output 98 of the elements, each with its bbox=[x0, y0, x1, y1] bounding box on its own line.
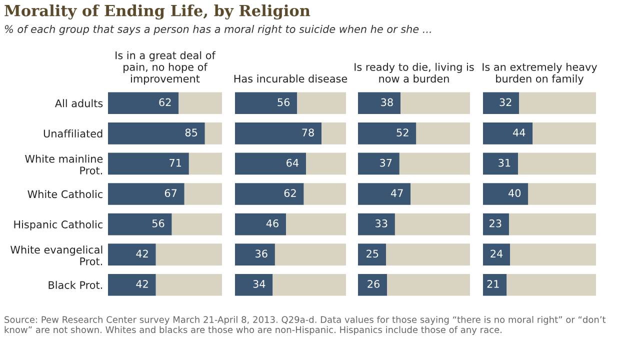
bar bbox=[306, 152, 346, 175]
bar bbox=[483, 213, 509, 236]
data-label: 42 bbox=[136, 250, 148, 258]
chart-title: Has incurable disease bbox=[234, 74, 348, 83]
data-label: 32 bbox=[500, 98, 512, 106]
bar bbox=[519, 92, 596, 114]
bar bbox=[416, 122, 470, 144]
bar bbox=[483, 183, 528, 205]
bar bbox=[304, 183, 346, 205]
bar bbox=[518, 152, 596, 175]
bar bbox=[156, 274, 222, 296]
bar bbox=[506, 274, 596, 296]
bar bbox=[528, 183, 596, 205]
data-label: 23 bbox=[490, 219, 502, 228]
bar bbox=[483, 92, 520, 114]
bar bbox=[188, 152, 222, 175]
bar bbox=[410, 183, 470, 205]
data-label: 26 bbox=[368, 280, 380, 288]
bar bbox=[358, 244, 386, 266]
data-label: 52 bbox=[396, 128, 408, 136]
bar bbox=[483, 274, 507, 296]
source-note: Source: Pew Research Center survey March 21-April 8, 2013. Q29a-d. Data values for those saying “there is no moral right” or “don’t know” are not shown. Whites and blacks are those who are non-Hispanic. Hispanics include those of any race. bbox=[4, 316, 606, 335]
data-label: 38 bbox=[381, 98, 393, 106]
bar bbox=[358, 213, 395, 236]
bar bbox=[108, 183, 184, 205]
bar bbox=[286, 213, 346, 236]
data-label: 37 bbox=[380, 158, 392, 167]
bar bbox=[322, 122, 346, 144]
data-label: 21 bbox=[487, 280, 499, 288]
data-label: 47 bbox=[390, 189, 403, 197]
data-label: 31 bbox=[498, 158, 510, 167]
bar bbox=[272, 274, 346, 296]
bar bbox=[297, 92, 346, 114]
y-tick-label: Black Prot. bbox=[48, 280, 102, 289]
data-label: 42 bbox=[136, 280, 148, 288]
bar bbox=[399, 152, 470, 175]
data-label: 25 bbox=[366, 250, 378, 258]
data-label: 56 bbox=[278, 98, 290, 106]
bar bbox=[108, 244, 156, 266]
bar bbox=[235, 183, 304, 205]
bar bbox=[394, 213, 470, 236]
bar bbox=[235, 244, 275, 266]
bar bbox=[483, 244, 510, 266]
bar bbox=[532, 122, 596, 144]
bar bbox=[172, 213, 222, 236]
y-tick-label: Hispanic Catholic bbox=[14, 220, 102, 230]
data-label: 62 bbox=[284, 189, 296, 198]
chart-title: Is ready to die, living is now a burden bbox=[354, 62, 474, 83]
y-tick-label: Unaffiliated bbox=[44, 129, 102, 138]
bar bbox=[108, 152, 189, 175]
bar bbox=[235, 213, 286, 236]
data-label: 46 bbox=[266, 219, 278, 228]
bar bbox=[358, 152, 400, 175]
bar bbox=[204, 122, 222, 144]
bar bbox=[108, 213, 172, 236]
bar bbox=[156, 244, 222, 266]
bar bbox=[358, 183, 411, 205]
chart-title: Is an extremely heavy burden on family bbox=[482, 62, 598, 85]
bar bbox=[108, 274, 156, 296]
bar bbox=[358, 92, 401, 114]
text: % of each group that says a person has a moral right to suicide when he or she ... bbox=[4, 24, 431, 36]
data-label: 67 bbox=[164, 189, 177, 198]
data-label: 33 bbox=[376, 219, 388, 228]
bar bbox=[358, 274, 388, 296]
bar bbox=[235, 122, 322, 144]
bar bbox=[108, 122, 205, 144]
bar bbox=[483, 122, 533, 144]
data-label: 78 bbox=[302, 128, 314, 136]
bar bbox=[508, 213, 596, 236]
bar bbox=[386, 244, 470, 266]
bar bbox=[483, 152, 518, 175]
chart-title: Is in a great deal of pain, no hope of improvement bbox=[116, 51, 216, 85]
bar bbox=[235, 152, 306, 175]
bar bbox=[387, 274, 470, 296]
data-label: 85 bbox=[185, 128, 198, 136]
bar bbox=[178, 92, 222, 114]
y-tick-label: White evangelical Prot. bbox=[10, 246, 102, 266]
bar bbox=[235, 274, 273, 296]
y-tick-label: All adults bbox=[54, 99, 103, 108]
data-label: 24 bbox=[490, 250, 503, 258]
data-label: 56 bbox=[152, 219, 164, 228]
text: Morality of Ending Life, by Religion bbox=[4, 4, 310, 20]
data-label: 44 bbox=[513, 128, 526, 136]
data-label: 36 bbox=[256, 250, 268, 258]
bar bbox=[510, 244, 596, 266]
data-label: 71 bbox=[170, 158, 182, 167]
data-label: 40 bbox=[508, 189, 521, 198]
bar bbox=[235, 92, 298, 114]
data-label: 34 bbox=[253, 280, 266, 288]
bar bbox=[400, 92, 470, 114]
bar bbox=[274, 244, 346, 266]
bar bbox=[358, 122, 416, 144]
bar bbox=[108, 92, 179, 114]
y-tick-label: White Catholic bbox=[28, 190, 102, 198]
bar bbox=[184, 183, 222, 205]
data-label: 62 bbox=[159, 98, 171, 106]
y-tick-label: White mainline Prot. bbox=[25, 154, 103, 174]
data-label: 64 bbox=[286, 158, 299, 167]
